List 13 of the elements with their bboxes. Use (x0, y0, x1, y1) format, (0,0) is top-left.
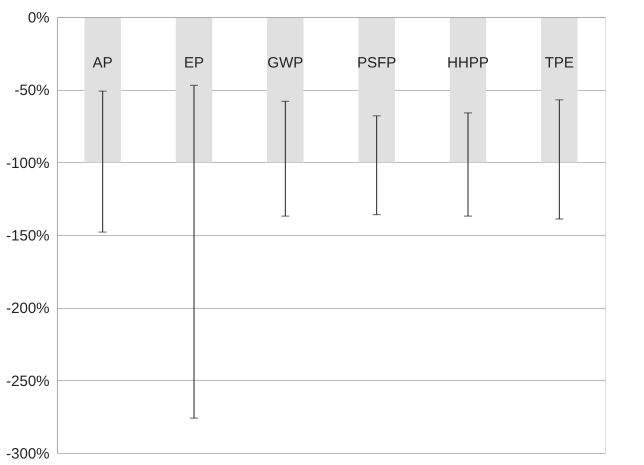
y-tick-label: -250% (6, 372, 50, 390)
x-tick-label: AP (92, 54, 113, 72)
y-tick-label: -50% (14, 82, 50, 100)
y-tick-label: -150% (6, 228, 50, 244)
y-tick-label: -300% (6, 446, 50, 462)
y-tick-label: -100% (6, 154, 50, 172)
x-tick-label: EP (184, 54, 204, 72)
x-tick-label: HHPP (447, 54, 489, 72)
x-tick-label: GWP (267, 54, 304, 72)
x-tick-label: TPE (544, 54, 574, 72)
x-tick-label: PSFP (357, 54, 396, 72)
y-tick-label: -200% (6, 300, 50, 318)
y-tick-label: 0% (28, 10, 50, 26)
